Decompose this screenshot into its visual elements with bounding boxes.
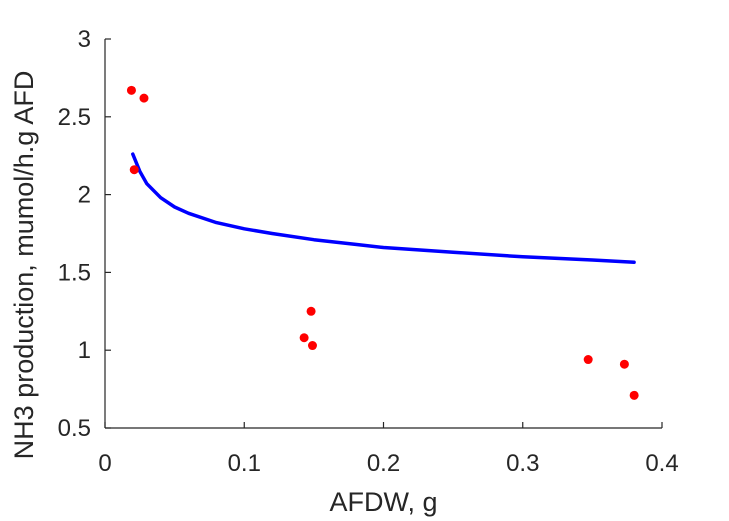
data-point <box>306 306 316 316</box>
data-point <box>139 93 149 103</box>
x-tick-label: 0.4 <box>645 450 678 477</box>
data-point <box>126 85 136 95</box>
y-tick-label: 2 <box>78 182 91 209</box>
y-tick-label: 1.5 <box>58 259 91 286</box>
y-tick-label: 1 <box>78 337 91 364</box>
data-point <box>629 390 639 400</box>
y-ticks: 0.5 1 1.5 2 2.5 3 <box>58 26 111 442</box>
data-point <box>299 333 309 343</box>
x-tick-label: 0.2 <box>367 450 400 477</box>
plot-area <box>126 85 639 400</box>
y-tick-label: 2.5 <box>58 104 91 131</box>
y-axis-label: NH3 production, mumol/h.g AFD <box>9 71 39 460</box>
data-point <box>307 341 317 351</box>
x-tick-label: 0.1 <box>228 450 261 477</box>
y-tick-label: 3 <box>78 26 91 53</box>
data-point <box>619 359 629 369</box>
fit-curve-line <box>131 152 636 265</box>
x-ticks: 0 0.1 0.2 0.3 0.4 <box>98 422 679 477</box>
x-tick-label: 0 <box>98 450 111 477</box>
axes <box>104 39 662 429</box>
data-point <box>129 165 139 175</box>
x-tick-label: 0.3 <box>506 450 539 477</box>
y-tick-label: 0.5 <box>58 415 91 442</box>
data-point <box>583 355 593 365</box>
x-axis-label: AFDW, g <box>329 487 437 517</box>
